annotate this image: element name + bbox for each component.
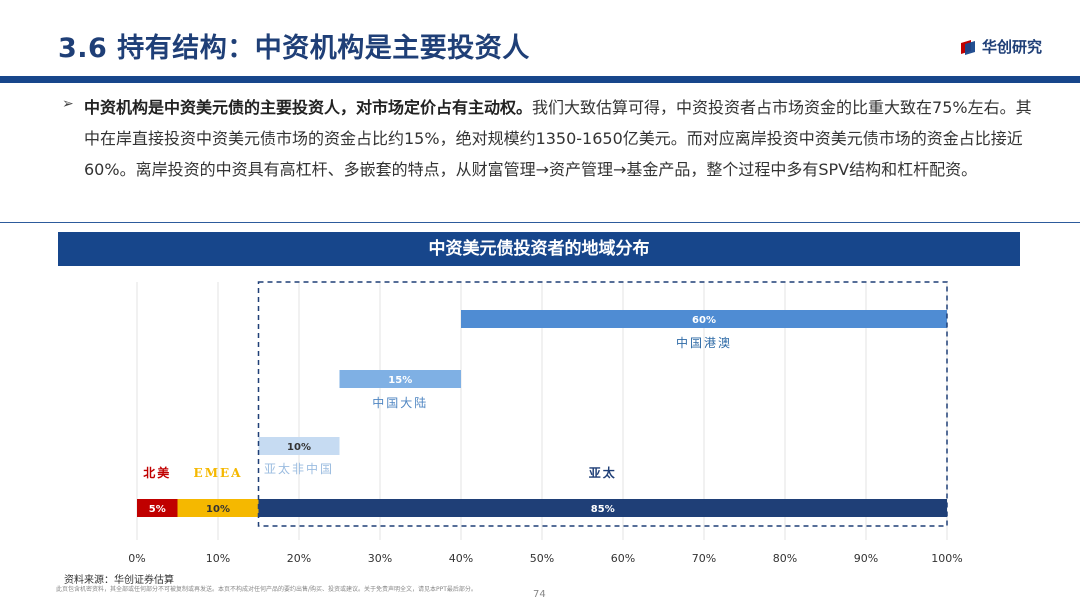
bullet-lead: 中资机构是中资美元债的主要投资人，对市场定价占有主动权。 [84, 98, 533, 117]
bar [258, 437, 340, 455]
x-tick-label: 40% [449, 552, 473, 565]
highlight-box [257, 281, 948, 527]
x-tick-label: 10% [206, 552, 230, 565]
bar-value-label: 5% [149, 504, 166, 515]
bar-value-label: 60% [692, 315, 716, 326]
bar-category-label: 中国大陆 [372, 395, 428, 410]
x-tick-label: 50% [530, 552, 554, 565]
header-rule [0, 76, 1080, 83]
x-tick-label: 80% [773, 552, 797, 565]
investor-region-chart: 0% 10% 20% 30% 40% 50% 60% 70% 80% 90% 100% 60% 中国港澳… [128, 281, 963, 565]
bullet-body: 我们大致估算可得，中资投资者占市场资金的比重大致在75%左右。其中在岸直接投资中… [84, 98, 1032, 179]
disclaimer: 此页包含机密资料，其全部或任何部分不可被复制或再发送。本页不构成对任何产品的要约… [56, 586, 477, 593]
brand-logo: 华创研究 [959, 36, 1042, 57]
bar-value-label: 15% [388, 375, 412, 386]
brand-logo-icon [960, 39, 975, 55]
bar [461, 310, 947, 328]
bar-category-label: 亚太 [589, 465, 617, 480]
bullet-text: 中资机构是中资美元债的主要投资人，对市场定价占有主动权。我们大致估算可得，中资投… [84, 92, 1044, 185]
brand-logo-text: 华创研究 [981, 38, 1042, 56]
x-tick-label: 30% [368, 552, 392, 565]
page-number: 74 [533, 589, 546, 600]
bar-value-label: 85% [591, 504, 615, 515]
source-note: 资料来源：华创证券估算 [64, 575, 174, 586]
x-tick-label: 100% [931, 552, 962, 565]
x-tick-label: 70% [692, 552, 716, 565]
bar [339, 370, 461, 388]
chart-banner: 中资美元债投资者的地域分布 [58, 232, 1020, 266]
x-tick-label: 90% [854, 552, 878, 565]
chart-banner-title: 中资美元债投资者的地域分布 [428, 239, 650, 259]
bar-category-label: 北美 [143, 465, 171, 480]
x-tick-label: 60% [611, 552, 635, 565]
bar [137, 499, 178, 517]
slide-header: 3.6 持有结构：中资机构是主要投资人 华创研究 [0, 0, 1080, 84]
slide-title: 3.6 持有结构：中资机构是主要投资人 [58, 33, 530, 64]
bar-category-label: EMEA [194, 466, 243, 480]
bar [177, 499, 259, 517]
bar-category-label: 中国港澳 [676, 335, 732, 350]
bar-value-label: 10% [287, 442, 311, 453]
bar-value-label: 10% [206, 504, 230, 515]
text-rule [0, 222, 1080, 223]
x-tick-label: 0% [128, 552, 145, 565]
x-tick-label: 20% [287, 552, 311, 565]
bar [258, 499, 947, 517]
bullet-arrow-icon: ➢ [62, 96, 74, 112]
bar-category-label: 亚太非中国 [264, 461, 334, 476]
